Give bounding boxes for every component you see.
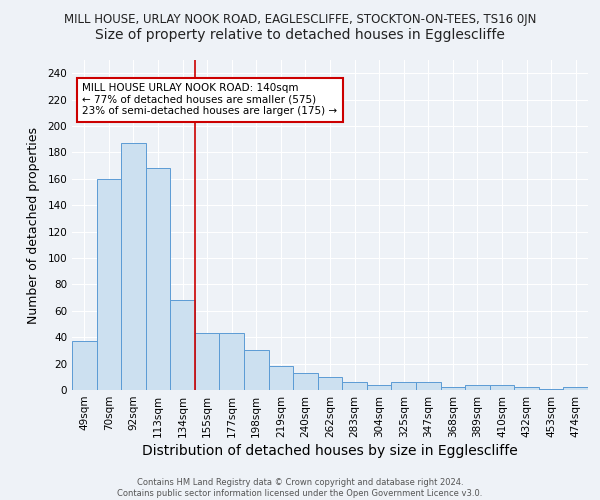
Text: MILL HOUSE URLAY NOOK ROAD: 140sqm
← 77% of detached houses are smaller (575)
23: MILL HOUSE URLAY NOOK ROAD: 140sqm ← 77%… <box>82 83 337 116</box>
Bar <box>318 377 342 390</box>
Bar <box>391 382 416 390</box>
Text: MILL HOUSE, URLAY NOOK ROAD, EAGLESCLIFFE, STOCKTON-ON-TEES, TS16 0JN: MILL HOUSE, URLAY NOOK ROAD, EAGLESCLIFF… <box>64 12 536 26</box>
Bar <box>97 179 121 390</box>
Bar <box>146 168 170 390</box>
Bar <box>490 384 514 390</box>
Bar <box>170 300 195 390</box>
Bar <box>367 384 391 390</box>
Bar <box>440 388 465 390</box>
Bar <box>416 382 440 390</box>
Bar <box>244 350 269 390</box>
Bar <box>269 366 293 390</box>
Bar <box>465 384 490 390</box>
Text: Contains HM Land Registry data © Crown copyright and database right 2024.
Contai: Contains HM Land Registry data © Crown c… <box>118 478 482 498</box>
X-axis label: Distribution of detached houses by size in Egglescliffe: Distribution of detached houses by size … <box>142 444 518 458</box>
Bar <box>293 373 318 390</box>
Bar <box>539 388 563 390</box>
Bar <box>195 333 220 390</box>
Y-axis label: Number of detached properties: Number of detached properties <box>28 126 40 324</box>
Bar <box>121 143 146 390</box>
Bar <box>563 388 588 390</box>
Bar <box>220 333 244 390</box>
Bar <box>342 382 367 390</box>
Bar <box>72 341 97 390</box>
Text: Size of property relative to detached houses in Egglescliffe: Size of property relative to detached ho… <box>95 28 505 42</box>
Bar <box>514 388 539 390</box>
